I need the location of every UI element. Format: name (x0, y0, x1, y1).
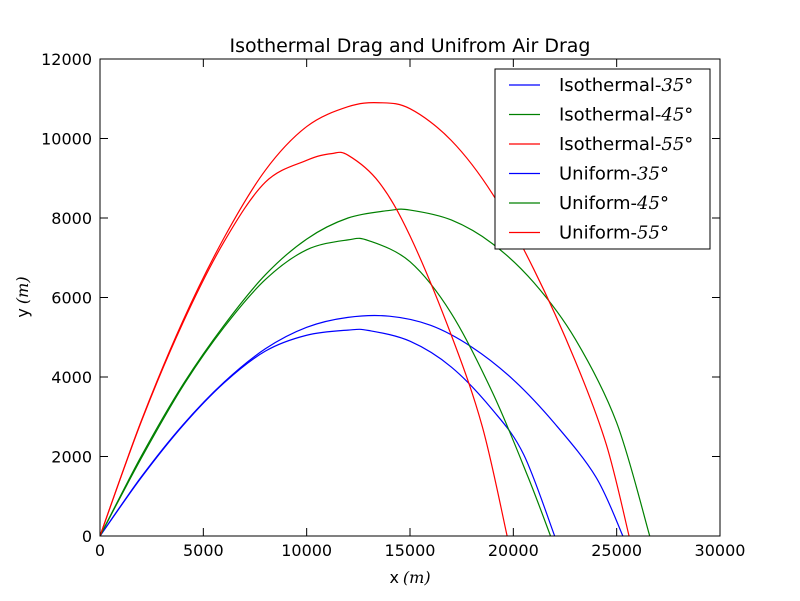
chart-title: Isothermal Drag and Unifrom Air Drag (230, 35, 591, 57)
legend-label-angle: 55° (661, 134, 693, 155)
y-axis-label: y (m) (13, 276, 32, 317)
x-tick-label: 15000 (385, 541, 436, 560)
legend-label-angle: 45° (636, 193, 669, 214)
legend-box (494, 68, 711, 250)
legend-label-3: Isothermal-55° (559, 134, 693, 155)
legend-label-text: Uniform- (559, 223, 637, 244)
legend-label-angle: 35° (661, 75, 693, 96)
legend-label-text: Uniform- (559, 164, 637, 185)
legend-label-text: Isothermal- (559, 105, 661, 126)
series-line-3 (100, 102, 630, 536)
x-tick-label: 25000 (591, 541, 642, 560)
legend-label-angle: 35° (637, 164, 669, 185)
legend-label-text: Isothermal- (559, 134, 661, 155)
y-tick-label: 12000 (41, 50, 92, 69)
x-tick-label: 30000 (695, 541, 746, 560)
series-line-4 (100, 328, 556, 536)
legend-label-text: Uniform- (559, 193, 637, 214)
y-tick-label: 10000 (41, 130, 92, 149)
y-ticks: 0 2000 4000 6000 8000 10000 12000 (41, 50, 720, 546)
x-axis-label: x (m) (389, 568, 430, 587)
x-tick-label: 5000 (183, 541, 224, 560)
y-tick-label: 2000 (51, 448, 92, 467)
x-tick-label: 20000 (488, 541, 539, 560)
x-ticks: 0 5000 10000 15000 20000 25000 30000 (95, 59, 746, 560)
series-line-2 (100, 208, 651, 536)
x-axis-label-text: x (389, 568, 398, 587)
legend-entries: Isothermal-35°Isothermal-45°Isothermal-5… (509, 75, 693, 244)
y-tick-label: 0 (82, 527, 92, 546)
y-tick-label: 4000 (51, 368, 92, 387)
series-layer (100, 102, 651, 536)
y-axis-label-text: y (13, 308, 32, 317)
series-line-6 (100, 151, 508, 536)
legend-label-text: Isothermal- (559, 75, 661, 96)
legend-label-5: Uniform-45° (559, 193, 669, 214)
y-axis-label-unit: (m) (13, 276, 32, 304)
legend-label-6: Uniform-55° (559, 223, 669, 244)
x-axis-label-unit: (m) (403, 568, 431, 587)
y-tick-label: 8000 (51, 209, 92, 228)
legend-label-2: Isothermal-45° (559, 105, 693, 126)
legend-label-angle: 45° (660, 105, 693, 126)
x-tick-label: 0 (95, 541, 105, 560)
x-tick-label: 10000 (281, 541, 332, 560)
legend: Isothermal-35°Isothermal-45°Isothermal-5… (494, 68, 711, 250)
legend-label-1: Isothermal-35° (559, 75, 693, 96)
y-tick-label: 6000 (51, 289, 92, 308)
legend-label-angle: 55° (637, 223, 669, 244)
legend-label-4: Uniform-35° (559, 164, 669, 185)
series-line-5 (100, 237, 552, 536)
